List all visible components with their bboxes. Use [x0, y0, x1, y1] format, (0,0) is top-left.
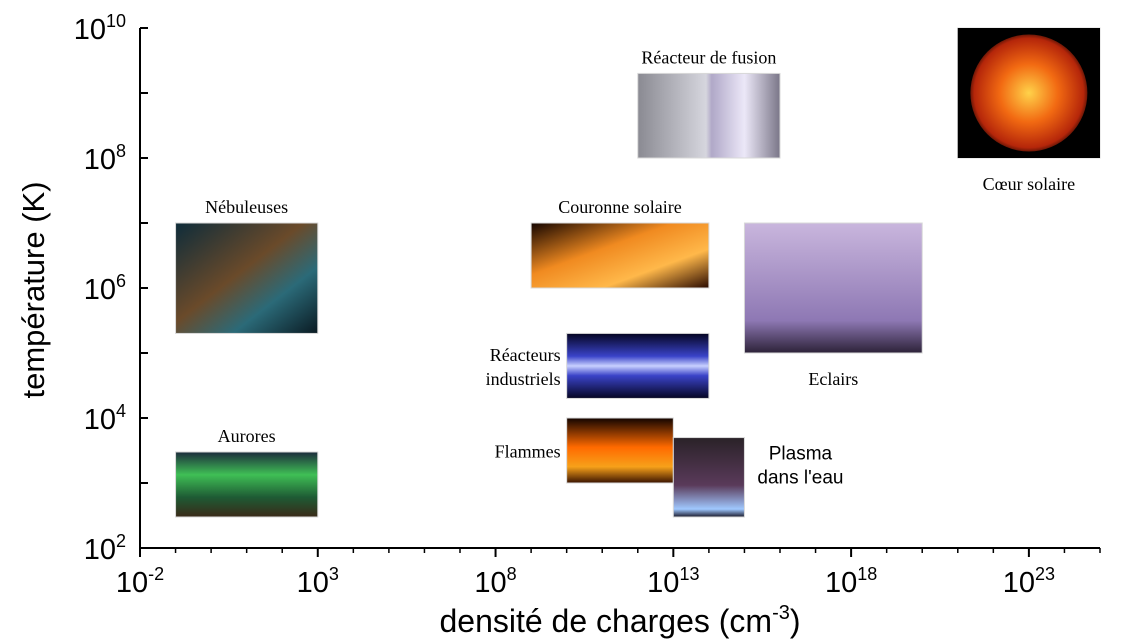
region-nebula [175, 222, 319, 334]
point-label: Cœur solaire [983, 174, 1075, 194]
point-plasma-blue: Réacteurs industriels [486, 332, 710, 399]
y-tick-label: 108 [84, 141, 126, 176]
point-label: Flammes [495, 442, 561, 462]
point-label: Eclairs [808, 369, 858, 389]
point-label: Réacteurs industriels [486, 345, 561, 389]
x-tick-label: 103 [297, 564, 339, 599]
sun-disc [970, 34, 1088, 152]
x-tick-label: 1013 [647, 564, 699, 599]
y-axis-label: température (K) [16, 181, 51, 398]
point-label: Nébuleuses [205, 197, 288, 217]
region-corona [530, 222, 710, 289]
point-nebula: Nébuleuses [175, 197, 319, 334]
point-corona: Couronne solaire [530, 197, 710, 289]
point-sun: Cœur solaire [957, 27, 1101, 194]
point-fusion: Réacteur de fusion [637, 47, 781, 159]
data-points: Nébuleuses Aurores Réacteur de fusion Couro… [175, 27, 1101, 518]
region-lightning [743, 222, 923, 354]
point-label: Aurores [218, 426, 276, 446]
point-lightning: Eclairs [743, 222, 923, 389]
point-water-plasma: Plasma dans l'eau [672, 437, 843, 518]
x-tick-label: 10-2 [116, 564, 164, 599]
y-tick-label: 1010 [74, 11, 126, 46]
y-tick-label: 102 [84, 531, 126, 566]
y-axis-ticks: 102 104 106 108 1010 [74, 11, 148, 566]
point-flame: Flammes [495, 417, 674, 484]
point-label: Plasma dans l'eau [757, 443, 843, 488]
y-tick-label: 104 [84, 401, 126, 436]
region-aurora [175, 451, 319, 518]
point-label: Réacteur de fusion [641, 47, 776, 67]
point-aurora: Aurores [175, 426, 319, 518]
x-axis-ticks: 10-2 103 108 1013 1018 1023 [116, 548, 1101, 599]
region-fusion [637, 72, 781, 159]
region-water-plasma [672, 437, 745, 518]
x-tick-label: 1023 [1003, 564, 1055, 599]
x-axis-label: densité de charges (cm-3) [439, 602, 800, 639]
y-tick-label: 106 [84, 271, 126, 306]
point-label: Couronne solaire [558, 197, 681, 217]
region-flame [566, 417, 674, 484]
region-plasma-blue [566, 332, 710, 399]
x-tick-label: 1018 [825, 564, 877, 599]
x-tick-label: 108 [474, 564, 516, 599]
